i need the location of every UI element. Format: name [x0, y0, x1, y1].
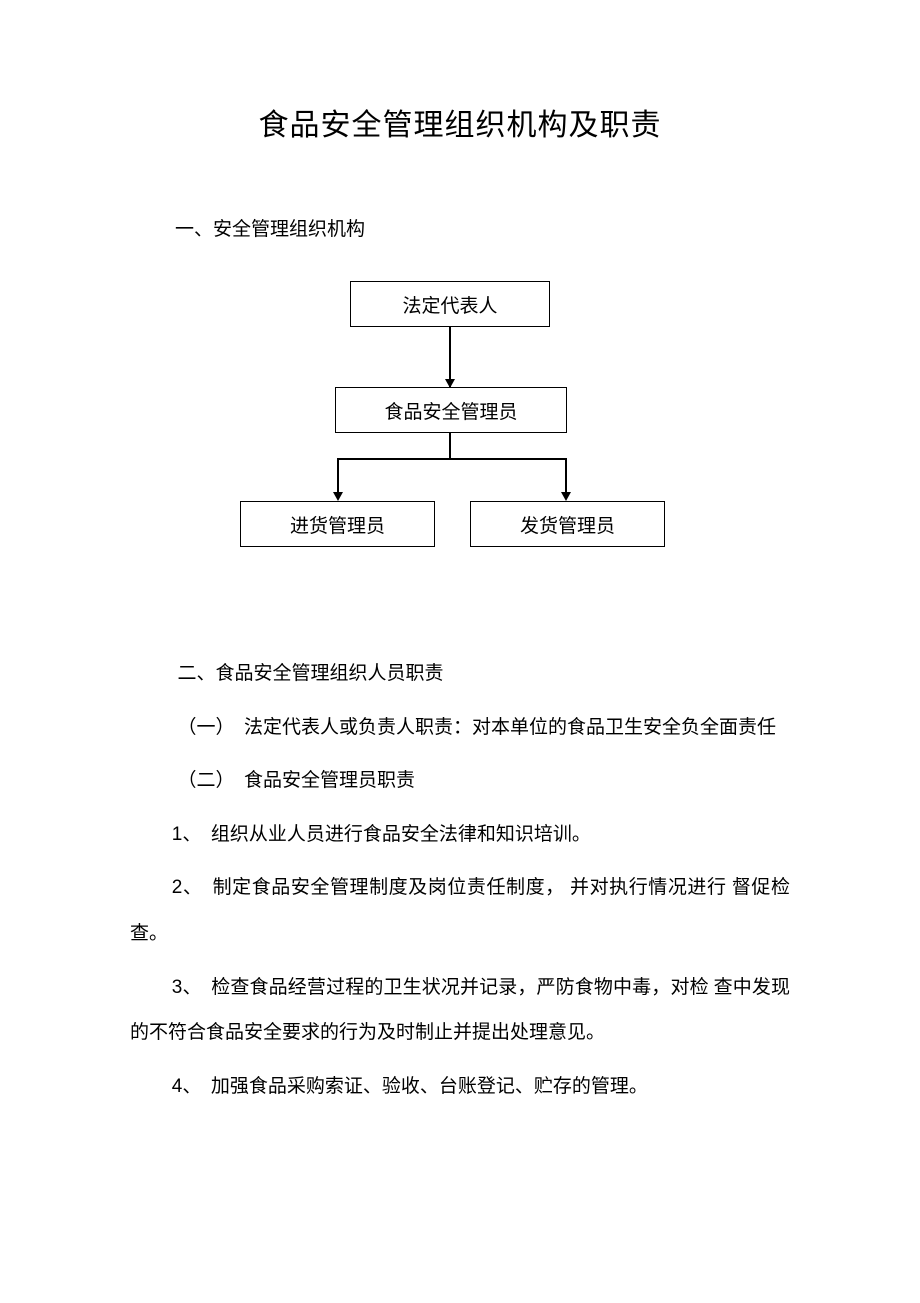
list-item-1: 1、 组织从业人员进行食品安全法律和知识培训。 [130, 812, 790, 858]
item-text: 组织从业人员进行食品安全法律和知识培训。 [192, 824, 591, 845]
item-number: 1、 [172, 824, 192, 845]
org-node-left: 进货管理员 [240, 501, 435, 547]
list-item-2: 2、 制定食品安全管理制度及岗位责任制度， 并对执行情况进行 督促检查。 [130, 865, 790, 956]
org-arrow-icon [561, 492, 571, 501]
list-item-4: 4、 加强食品采购索证、验收、台账登记、贮存的管理。 [130, 1064, 790, 1110]
org-node-right: 发货管理员 [470, 501, 665, 547]
page-title: 食品安全管理组织机构及职责 [130, 100, 790, 144]
section-1-heading: 一、安全管理组织机构 [175, 214, 790, 241]
item-text: 检查食品经营过程的卫生状况并记录，严防食物中毒，对检 查中发现的不符合食品安全要… [130, 977, 790, 1044]
org-node-mid: 食品安全管理员 [335, 387, 567, 433]
item-number: 4、 [172, 1076, 192, 1097]
item-text: 加强食品采购索证、验收、台账登记、贮存的管理。 [192, 1076, 648, 1097]
body-content: 二、食品安全管理组织人员职责 （一） 法定代表人或负责人职责：对本单位的食品卫生… [130, 651, 790, 1109]
org-chart: 法定代表人 食品安全管理员 进货管理员 发货管理员 [210, 281, 710, 571]
item-number: 2、 [172, 877, 193, 898]
org-connector [337, 458, 339, 494]
org-connector [449, 433, 451, 458]
paragraph-1: （一） 法定代表人或负责人职责：对本单位的食品卫生安全负全面责任 [130, 705, 790, 751]
org-node-top: 法定代表人 [350, 281, 550, 327]
item-number: 3、 [172, 977, 192, 998]
org-arrow-icon [333, 492, 343, 501]
item-text: 制定食品安全管理制度及岗位责任制度， 并对执行情况进行 督促检查。 [130, 877, 790, 944]
list-item-3: 3、 检查食品经营过程的卫生状况并记录，严防食物中毒，对检 查中发现的不符合食品… [130, 965, 790, 1056]
org-connector [337, 458, 566, 460]
org-connector [565, 458, 567, 494]
paragraph-2: （二） 食品安全管理员职责 [130, 758, 790, 804]
section-2-heading: 二、食品安全管理组织人员职责 [130, 651, 790, 697]
